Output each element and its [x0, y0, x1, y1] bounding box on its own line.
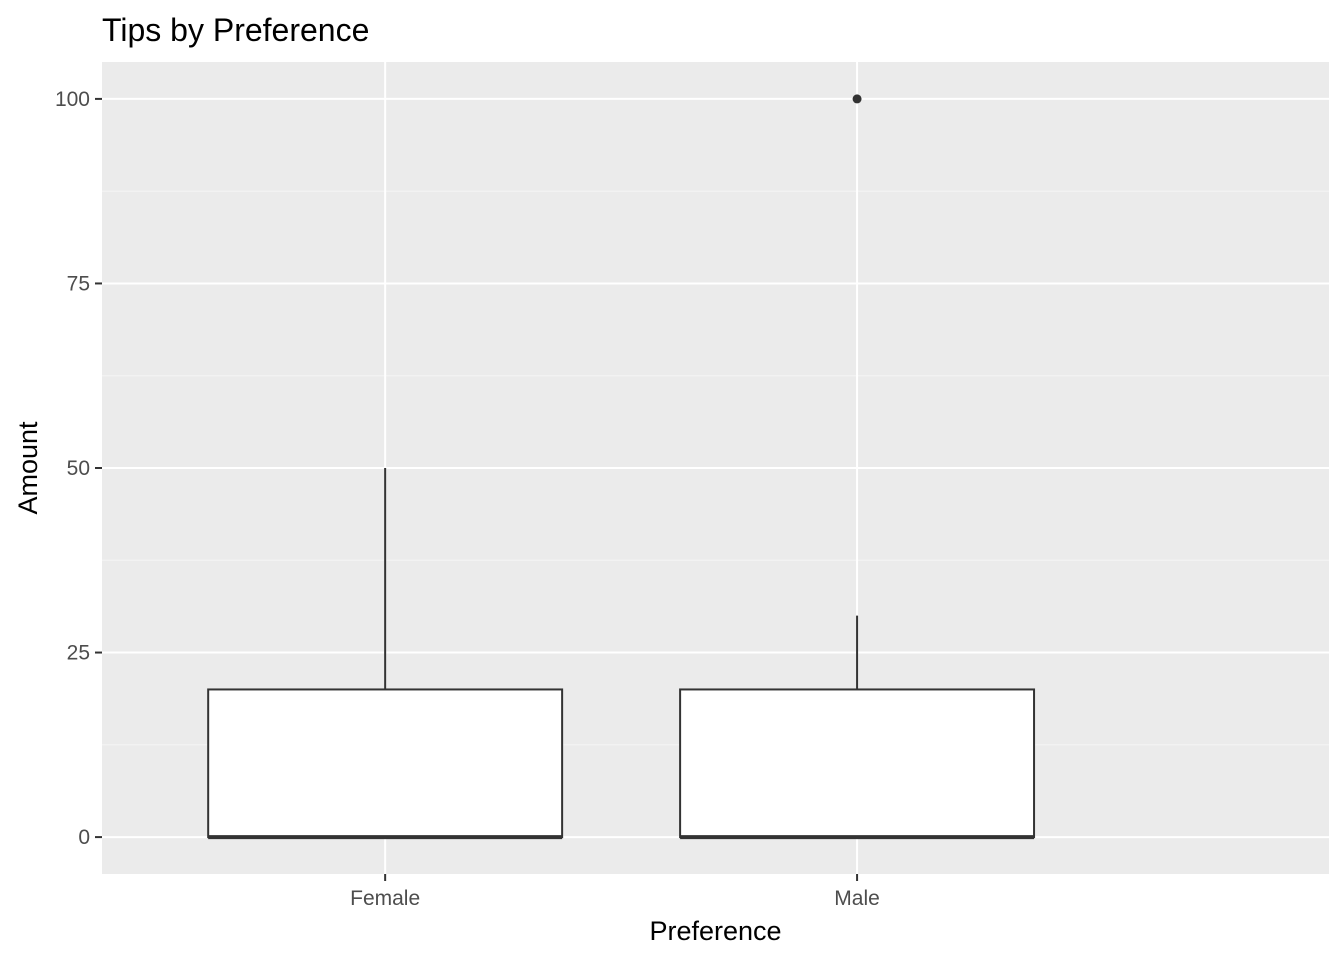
box-female [207, 468, 564, 840]
y-tick-label: 100 [55, 88, 90, 111]
chart-title: Tips by Preference [102, 12, 369, 48]
x-tick-label: Male [834, 887, 880, 910]
y-tick-label: 25 [67, 642, 90, 665]
box-male [679, 94, 1036, 840]
y-tick-label: 0 [78, 826, 90, 849]
y-axis: 0 25 50 75 100 [55, 88, 102, 849]
y-axis-title: Amount [13, 421, 43, 515]
x-axis-title: Preference [649, 916, 781, 946]
outlier-point [852, 94, 862, 104]
x-axis: Female Male [350, 874, 880, 910]
boxes-layer [207, 94, 1036, 840]
y-tick-label: 50 [67, 457, 90, 480]
box-body [207, 688, 564, 839]
y-tick-label: 75 [67, 272, 90, 295]
x-tick-label: Female [350, 887, 420, 910]
box-body [679, 688, 1036, 839]
